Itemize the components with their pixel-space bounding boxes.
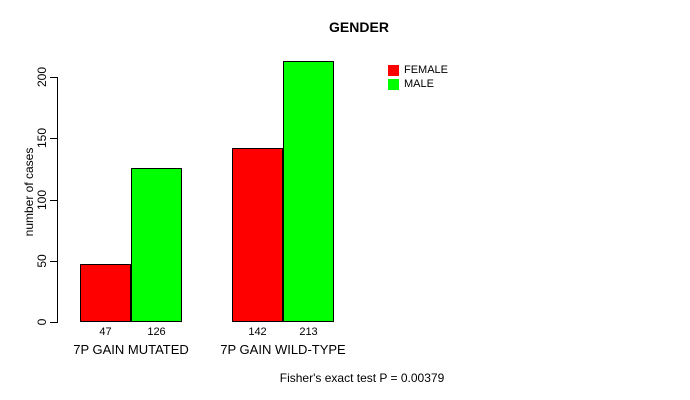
category-label-7p-gain-mutated: 7P GAIN MUTATED — [73, 342, 189, 357]
y-axis-tick-label: 50 — [35, 254, 49, 268]
bar-female-7p-gain-wild-type — [232, 148, 283, 322]
y-axis-tick-label: 200 — [35, 66, 49, 88]
legend-item-female: FEMALE — [388, 65, 448, 76]
y-axis-tick — [50, 200, 58, 201]
bar-male-7p-gain-wild-type — [283, 61, 334, 322]
y-axis-tick-label: 150 — [35, 127, 49, 149]
y-axis-tick-label: 100 — [35, 189, 49, 211]
legend-item-male: MALE — [388, 79, 448, 90]
y-axis-tick — [50, 138, 58, 139]
legend-label: MALE — [404, 78, 434, 90]
y-axis-tick — [50, 261, 58, 262]
bar-female-7p-gain-mutated — [80, 264, 131, 322]
y-axis-tick — [50, 322, 58, 323]
bar-male-7p-gain-mutated — [131, 168, 182, 322]
legend-label: FEMALE — [404, 64, 449, 76]
category-label-7p-gain-wild-type: 7P GAIN WILD-TYPE — [220, 342, 346, 357]
bar-value-label: 142 — [248, 326, 267, 338]
legend-color-swatch-male — [388, 79, 399, 90]
legend: FEMALE MALE — [388, 65, 448, 93]
bar-value-label: 47 — [99, 326, 112, 338]
stat-annotation: Fisher's exact test P = 0.00379 — [279, 371, 445, 385]
chart-title: GENDER — [329, 19, 389, 35]
y-axis-tick-label: 0 — [35, 318, 49, 326]
bar-value-label: 213 — [299, 326, 318, 338]
bar-value-label: 126 — [147, 326, 166, 338]
y-axis-tick — [50, 77, 58, 78]
legend-color-swatch-female — [388, 65, 399, 76]
